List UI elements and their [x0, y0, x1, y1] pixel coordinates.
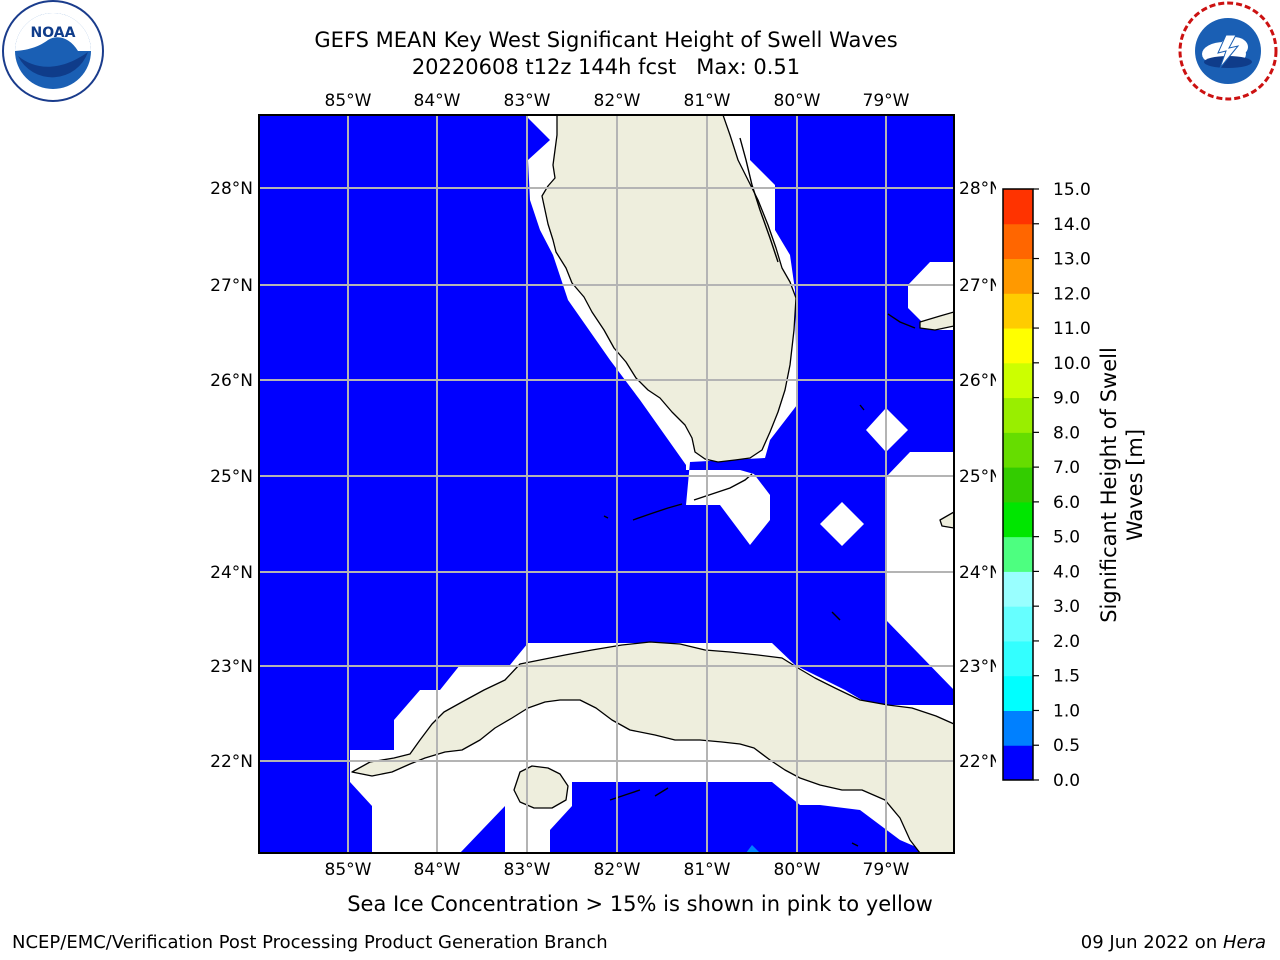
lon-label-bottom: 81°W [684, 860, 731, 880]
lon-label-top: 85°W [325, 91, 372, 111]
lat-label-left: 23°N [210, 657, 253, 677]
colorbar-tick-label: 3.0 [1053, 597, 1080, 617]
colorbar-tick-label: 10.0 [1053, 354, 1091, 374]
longitude-labels-bottom: 85°W 84°W 83°W 82°W 81°W 80°W 79°W [325, 860, 910, 880]
colorbar-swatch [1003, 432, 1033, 468]
noaa-logo: NOAA [2, 0, 104, 102]
map-frame [258, 114, 955, 854]
lat-label-right: 24°N [959, 563, 1002, 583]
colorbar-tick-label: 0.0 [1053, 771, 1080, 791]
bahamas-andros [939, 511, 954, 529]
lon-label-top: 80°W [774, 91, 821, 111]
map-title: GEFS MEAN Key West Significant Height of… [314, 28, 898, 52]
colorbar-tick-label: 0.5 [1053, 736, 1080, 756]
colorbar-tick-label: 11.0 [1053, 319, 1091, 339]
noaa-logo-text: NOAA [31, 25, 76, 41]
lon-label-bottom: 82°W [594, 860, 641, 880]
colorbar-label-line1: Significant Height of Swell [1097, 347, 1121, 623]
bahamas-grand-bahama [919, 311, 954, 331]
colorbar-tick-label: 4.0 [1053, 562, 1080, 582]
lat-label-left: 27°N [210, 276, 253, 296]
colorbar-label-line2: Waves [m] [1123, 429, 1147, 541]
colorbar-tick-label: 15.0 [1053, 180, 1091, 200]
latitude-labels-right: 28°N 27°N 26°N 25°N 24°N 23°N 22°N [959, 179, 1002, 772]
colorbar-tick-label: 1.5 [1053, 667, 1080, 687]
colorbar-swatch [1003, 189, 1033, 225]
map-figure: 85°W 84°W 83°W 82°W 81°W 80°W 79°W 85°W … [210, 91, 1147, 880]
lon-label-top: 81°W [684, 91, 731, 111]
gridlines [259, 115, 954, 853]
swell-patch [746, 845, 760, 853]
colorbar-swatch [1003, 397, 1033, 433]
lon-label-top: 83°W [504, 91, 551, 111]
latitude-labels-left: 28°N 27°N 26°N 25°N 24°N 23°N 22°N [210, 179, 253, 772]
colorbar-ticks: 0.0 0.5 1.0 1.5 2.0 3.0 4.0 5.0 6.0 7.0 8.0 9.0 10.0… [1033, 180, 1091, 791]
colorbar-tick-label: 12.0 [1053, 284, 1091, 304]
lon-label-bottom: 83°W [504, 860, 551, 880]
lat-label-right: 28°N [959, 179, 1002, 199]
colorbar-swatch [1003, 467, 1033, 503]
colorbar-swatch [1003, 710, 1033, 746]
footer-host: Hera [1222, 932, 1266, 953]
lon-label-top: 79°W [863, 91, 910, 111]
colorbar-swatch [1003, 745, 1033, 781]
lon-label-bottom: 80°W [774, 860, 821, 880]
lat-label-right: 25°N [959, 467, 1002, 487]
footer-date: 09 Jun 2022 on Hera [1081, 932, 1266, 954]
footer-date-text: 09 Jun 2022 on [1080, 932, 1223, 953]
lat-label-right: 23°N [959, 657, 1002, 677]
colorbar-swatch [1003, 293, 1033, 329]
colorbar-swatches [1003, 189, 1033, 781]
footer-credit: NCEP/EMC/Verification Post Processing Pr… [12, 932, 608, 953]
colorbar-tick-label: 5.0 [1053, 528, 1080, 548]
lon-label-bottom: 85°W [325, 860, 372, 880]
longitude-labels-top: 85°W 84°W 83°W 82°W 81°W 80°W 79°W [325, 91, 910, 111]
colorbar-swatch [1003, 571, 1033, 607]
colorbar-tick-label: 1.0 [1053, 701, 1080, 721]
colorbar-swatch [1003, 362, 1033, 399]
lat-label-left: 25°N [210, 467, 253, 487]
coastline-details [603, 137, 916, 847]
lat-label-left: 26°N [210, 371, 253, 391]
colorbar-frame [1002, 188, 1034, 781]
colorbar-swatch [1003, 675, 1033, 711]
lat-label-right: 22°N [959, 752, 1002, 772]
colorbar-tick-label: 7.0 [1053, 458, 1080, 478]
colorbar-tick-label: 14.0 [1053, 215, 1091, 235]
colorbar-tick-label: 6.0 [1053, 493, 1080, 513]
nws-logo [1178, 1, 1278, 101]
lon-label-top: 82°W [594, 91, 641, 111]
colorbar-swatch [1003, 258, 1033, 294]
map-area [259, 115, 954, 853]
colorbar-swatch [1003, 536, 1033, 572]
colorbar-tick-label: 9.0 [1053, 389, 1080, 409]
lon-label-bottom: 79°W [863, 860, 910, 880]
colorbar-swatch [1003, 501, 1033, 538]
colorbar-tick-label: 8.0 [1053, 423, 1080, 443]
map-subtitle: 20220608 t12z 144h fcst Max: 0.51 [411, 55, 801, 79]
colorbar-swatch [1003, 640, 1033, 677]
lat-label-left: 22°N [210, 752, 253, 772]
lon-label-bottom: 84°W [414, 860, 461, 880]
sea-ice-footnote: Sea Ice Concentration > 15% is shown in … [347, 892, 933, 916]
colorbar-swatch [1003, 223, 1033, 260]
lat-label-right: 27°N [959, 276, 1002, 296]
colorbar-label: Significant Height of Swell Waves [m] [1097, 347, 1147, 623]
colorbar-tick-label: 13.0 [1053, 250, 1091, 270]
lat-label-right: 26°N [959, 371, 1002, 391]
colorbar-swatch [1003, 606, 1033, 642]
lon-label-top: 84°W [414, 91, 461, 111]
colorbar-tick-label: 2.0 [1053, 632, 1080, 652]
lat-label-left: 28°N [210, 179, 253, 199]
lat-label-left: 24°N [210, 563, 253, 583]
florida-peninsula [541, 115, 797, 463]
colorbar: 0.0 0.5 1.0 1.5 2.0 3.0 4.0 5.0 6.0 7.0 8.0 9.0 10.0… [996, 180, 1147, 791]
colorbar-swatch [1003, 328, 1033, 364]
